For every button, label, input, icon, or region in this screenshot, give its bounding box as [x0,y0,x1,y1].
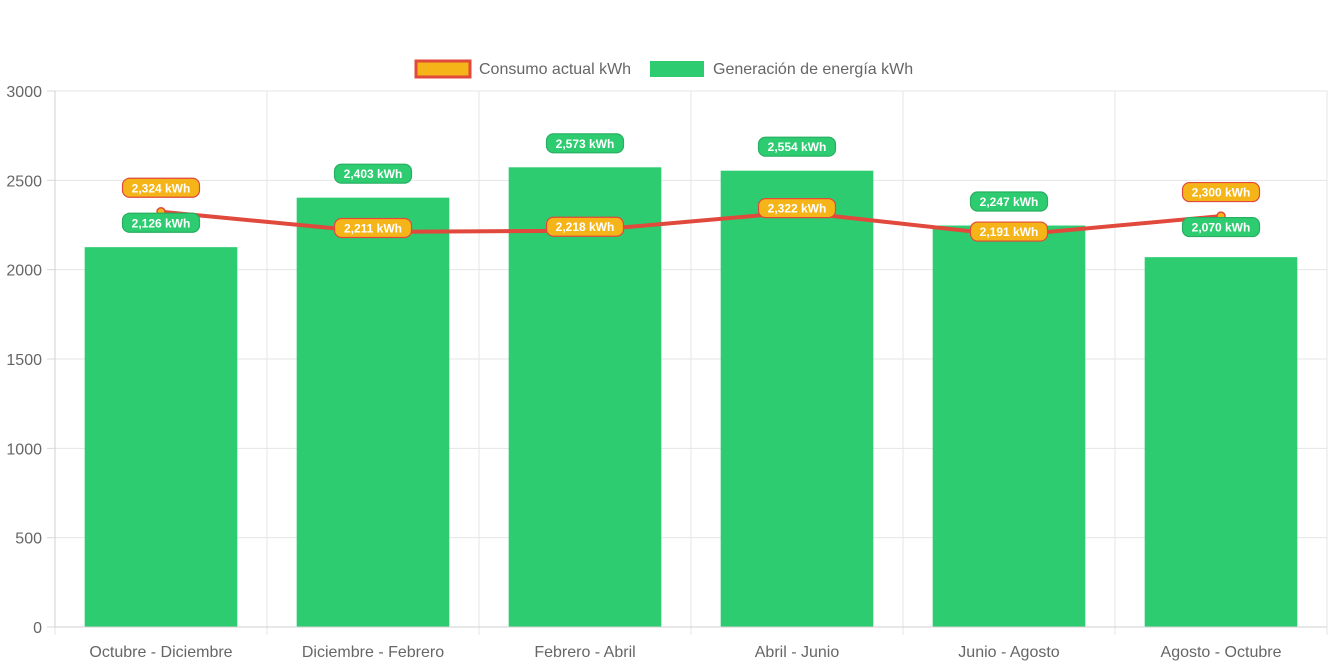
bar-generacion[interactable] [508,167,662,628]
data-label-consumo-bg [121,177,201,198]
legend-item-consumo[interactable]: Consumo actual kWh [414,59,631,79]
legend-item-generacion[interactable]: Generación de energía kWh [650,61,913,78]
data-label-generacion: 2,070 kWh [1192,221,1251,235]
bar-generacion[interactable] [720,170,874,627]
legend-swatch-consumo [414,59,472,79]
y-tick-label: 2500 [6,173,42,190]
x-tick-label: Abril - Junio [755,644,840,661]
y-tick-label: 1000 [6,441,42,458]
data-label-consumo: 2,324 kWh [132,181,191,195]
bar-generacion[interactable] [1144,257,1298,627]
y-tick-label: 3000 [6,84,42,101]
data-label-consumo: 2,300 kWh [1192,186,1251,200]
data-label-generacion-bg [1181,216,1261,238]
grid-layer [54,90,1328,635]
data-label-consumo-bg [333,217,413,239]
data-label-generacion-bg [333,163,413,184]
data-label-consumo: 2,218 kWh [556,220,615,234]
data-label-generacion: 2,247 kWh [980,195,1039,209]
data-label-generacion-bg [969,191,1049,212]
data-label-generacion: 2,554 kWh [768,140,827,154]
bar-generacion[interactable] [296,197,450,627]
data-label-consumo-bg [545,216,625,237]
y-tick-label: 0 [33,620,42,637]
data-label-consumo: 2,191 kWh [980,225,1039,239]
y-tick-label: 2000 [6,263,42,280]
data-label-consumo: 2,322 kWh [768,202,827,216]
bar-generacion[interactable] [932,225,1086,627]
data-label-generacion-bg [757,136,837,157]
data-label-consumo: 2,211 kWh [344,221,402,235]
bar-generacion[interactable] [84,247,238,627]
legend: Consumo actual kWh Generación de energía… [414,59,913,79]
data-label-generacion-bg [545,133,625,154]
data-label-generacion: 2,403 kWh [344,167,403,181]
x-tick-label: Octubre - Diciembre [89,644,232,661]
legend-swatch-generacion [650,61,704,77]
data-label-generacion: 2,126 kWh [132,216,191,230]
data-label-consumo-bg [969,221,1049,242]
data-label-layer: 2,126 kWh 2,403 kWh 2,573 kWh 2,554 kWh 2,24… [121,133,1261,242]
data-label-generacion: 2,573 kWh [556,137,615,151]
data-label-consumo-bg [757,198,837,219]
data-label-consumo-bg [1181,181,1261,203]
x-tick-label: Junio - Agosto [958,644,1060,661]
x-tick-label: Febrero - Abril [534,644,635,661]
legend-label-consumo: Consumo actual kWh [479,61,631,78]
y-tick-label: 1500 [6,352,42,369]
x-tick-label: Agosto - Octubre [1161,644,1282,661]
data-label-generacion-bg [121,212,201,233]
x-tick-label: Diciembre - Febrero [302,644,444,661]
legend-label-generacion: Generación de energía kWh [713,61,913,78]
bar-layer [84,167,1298,628]
y-tick-label: 500 [15,531,42,548]
axis-layer: 0 500 1000 1500 2000 2500 3000 Octubre - Diciem… [6,84,1327,661]
